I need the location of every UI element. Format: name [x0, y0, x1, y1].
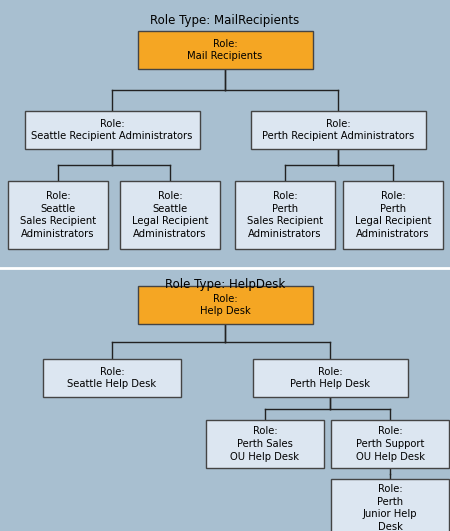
Text: Role:
Perth Support
OU Help Desk: Role: Perth Support OU Help Desk [356, 426, 424, 462]
Text: Role Type: MailRecipients: Role Type: MailRecipients [150, 14, 300, 27]
Text: Role:
Perth
Sales Recipient
Administrators: Role: Perth Sales Recipient Administrato… [247, 191, 323, 239]
Text: Role:
Perth
Legal Recipient
Administrators: Role: Perth Legal Recipient Administrato… [355, 191, 431, 239]
Bar [331, 479, 449, 531]
Bar [235, 181, 335, 249]
Bar [206, 420, 324, 468]
Bar [252, 359, 408, 397]
Text: Role:
Perth Sales
OU Help Desk: Role: Perth Sales OU Help Desk [230, 426, 300, 462]
Text: Role:
Seattle
Legal Recipient
Administrators: Role: Seattle Legal Recipient Administra… [132, 191, 208, 239]
Text: Role:
Perth Help Desk: Role: Perth Help Desk [290, 366, 370, 389]
Text: Role:
Perth
Junior Help
Desk: Role: Perth Junior Help Desk [363, 484, 417, 531]
Bar [8, 181, 108, 249]
Text: Role:
Perth Recipient Administrators: Role: Perth Recipient Administrators [262, 118, 414, 141]
Bar [138, 286, 312, 324]
Text: Role:
Seattle
Sales Recipient
Administrators: Role: Seattle Sales Recipient Administra… [20, 191, 96, 239]
Bar [343, 181, 443, 249]
Bar [120, 181, 220, 249]
Bar [43, 359, 181, 397]
Bar [251, 111, 426, 149]
Text: Role:
Seattle Help Desk: Role: Seattle Help Desk [68, 366, 157, 389]
Bar [331, 420, 449, 468]
Bar [24, 111, 199, 149]
Text: Role:
Seattle Recipient Administrators: Role: Seattle Recipient Administrators [32, 118, 193, 141]
Text: Role Type: HelpDesk: Role Type: HelpDesk [165, 278, 285, 291]
Text: Role:
Mail Recipients: Role: Mail Recipients [187, 39, 263, 62]
Text: Role:
Help Desk: Role: Help Desk [200, 294, 250, 316]
Bar [138, 31, 312, 69]
